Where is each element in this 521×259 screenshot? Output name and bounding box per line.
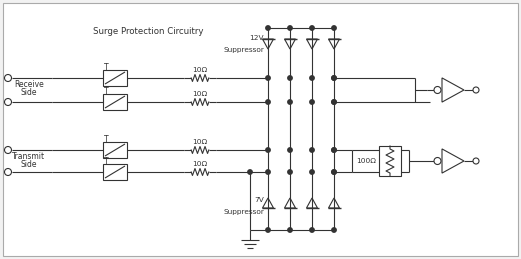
Circle shape xyxy=(288,26,292,30)
Text: Side: Side xyxy=(21,88,37,97)
Circle shape xyxy=(266,26,270,30)
Circle shape xyxy=(332,100,336,104)
Circle shape xyxy=(288,100,292,104)
Circle shape xyxy=(332,170,336,174)
Text: 7V: 7V xyxy=(254,197,264,203)
Text: Surge Protection Circuitry: Surge Protection Circuitry xyxy=(93,26,203,35)
Bar xyxy=(103,164,127,180)
Circle shape xyxy=(266,228,270,232)
Text: Transmit: Transmit xyxy=(13,152,45,161)
Circle shape xyxy=(310,148,314,152)
Text: 10Ω: 10Ω xyxy=(192,161,207,167)
Circle shape xyxy=(473,158,479,164)
Circle shape xyxy=(473,87,479,93)
Bar xyxy=(103,70,127,86)
Circle shape xyxy=(266,76,270,80)
Circle shape xyxy=(266,170,270,174)
Text: 10Ω: 10Ω xyxy=(192,91,207,97)
Text: Suppressor: Suppressor xyxy=(223,209,264,215)
Circle shape xyxy=(332,26,336,30)
Text: T: T xyxy=(104,87,108,96)
Circle shape xyxy=(5,147,11,154)
Circle shape xyxy=(332,170,336,174)
Text: T: T xyxy=(104,134,108,143)
Circle shape xyxy=(5,75,11,82)
Circle shape xyxy=(310,100,314,104)
Circle shape xyxy=(288,228,292,232)
Text: 10Ω: 10Ω xyxy=(192,139,207,145)
Circle shape xyxy=(288,170,292,174)
Bar xyxy=(103,94,127,110)
Circle shape xyxy=(434,87,441,93)
Circle shape xyxy=(332,148,336,152)
Text: 100Ω: 100Ω xyxy=(356,158,376,164)
Text: T: T xyxy=(104,62,108,71)
Bar xyxy=(52,22,244,214)
Circle shape xyxy=(266,148,270,152)
Circle shape xyxy=(332,76,336,80)
Text: 10Ω: 10Ω xyxy=(192,67,207,73)
Circle shape xyxy=(310,76,314,80)
Circle shape xyxy=(5,169,11,176)
Text: Suppressor: Suppressor xyxy=(223,47,264,53)
Circle shape xyxy=(332,228,336,232)
Text: 12V: 12V xyxy=(250,35,264,41)
Circle shape xyxy=(288,148,292,152)
Circle shape xyxy=(332,76,336,80)
Text: Side: Side xyxy=(21,160,37,169)
Circle shape xyxy=(5,98,11,105)
Circle shape xyxy=(332,100,336,104)
Circle shape xyxy=(266,100,270,104)
Bar xyxy=(379,146,401,176)
Text: T: T xyxy=(104,156,108,166)
Circle shape xyxy=(434,157,441,164)
Circle shape xyxy=(332,148,336,152)
Circle shape xyxy=(248,170,252,174)
Text: Receive: Receive xyxy=(14,80,44,89)
Bar xyxy=(103,142,127,158)
Circle shape xyxy=(310,26,314,30)
Circle shape xyxy=(288,76,292,80)
Circle shape xyxy=(310,228,314,232)
Circle shape xyxy=(310,170,314,174)
